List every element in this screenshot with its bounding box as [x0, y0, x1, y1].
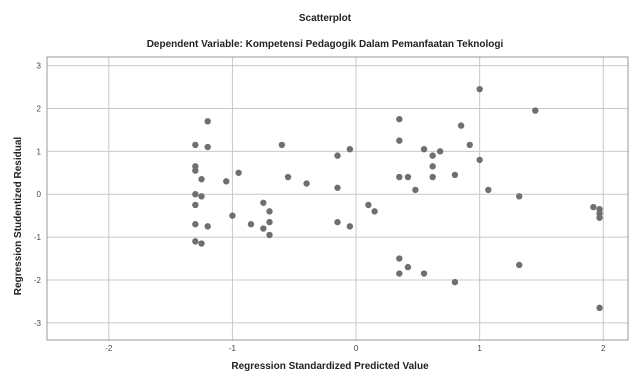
- data-points: [192, 85, 603, 312]
- chart-subtitle: Dependent Variable: Kompetensi Pedagogik…: [147, 39, 504, 50]
- x-tick-label: 0: [354, 344, 359, 353]
- data-point: [266, 208, 273, 215]
- data-point: [396, 115, 403, 123]
- y-tick-label: 1: [37, 147, 42, 156]
- tick-labels: -2 -1 0 1 2 3 2 1 0 -1 -2 -3: [34, 62, 606, 353]
- x-tick-label: -1: [229, 344, 237, 353]
- data-point: [198, 240, 205, 247]
- y-axis-label: Regression Studentized Residual: [13, 137, 24, 296]
- data-point: [457, 122, 465, 129]
- data-point: [412, 186, 419, 194]
- data-point: [596, 304, 603, 312]
- data-point: [334, 218, 341, 226]
- data-point: [198, 193, 205, 200]
- data-point: [303, 180, 310, 187]
- data-point: [260, 199, 267, 206]
- data-point: [278, 141, 286, 149]
- data-point: [396, 173, 403, 181]
- x-tick-label: 2: [601, 344, 606, 353]
- data-point: [266, 231, 273, 239]
- data-point: [223, 178, 230, 185]
- data-point: [429, 152, 436, 159]
- plot-frame: [46, 56, 629, 341]
- x-tick-label: -2: [105, 344, 113, 353]
- data-point: [192, 141, 199, 149]
- data-point: [204, 118, 211, 125]
- data-point: [590, 203, 597, 211]
- data-point: [260, 225, 267, 232]
- data-point: [284, 173, 292, 181]
- y-tick-label: 2: [37, 104, 42, 113]
- data-point: [466, 141, 473, 149]
- data-point: [192, 238, 199, 245]
- data-point: [420, 145, 428, 153]
- data-point: [451, 171, 459, 179]
- data-point: [476, 85, 483, 93]
- data-point: [404, 173, 412, 181]
- y-tick-label: 3: [37, 62, 42, 71]
- data-point: [334, 184, 341, 191]
- data-point: [235, 169, 242, 176]
- data-point: [429, 173, 436, 181]
- data-point: [192, 221, 199, 228]
- data-point: [192, 201, 199, 209]
- data-point: [229, 212, 236, 219]
- data-point: [516, 193, 523, 200]
- y-tick-label: 0: [37, 190, 42, 199]
- data-point: [396, 255, 403, 262]
- data-point: [204, 143, 211, 151]
- data-point: [334, 152, 341, 159]
- data-point: [192, 191, 199, 198]
- data-point: [516, 261, 523, 269]
- data-point: [266, 218, 273, 226]
- data-point: [396, 270, 403, 277]
- data-point: [371, 208, 378, 215]
- data-point: [346, 145, 354, 153]
- data-point: [247, 221, 255, 228]
- data-point: [596, 214, 603, 221]
- data-point: [485, 186, 492, 194]
- chart-title: Scatterplot: [299, 13, 352, 24]
- data-point: [532, 107, 539, 114]
- data-point: [346, 223, 354, 230]
- data-point: [404, 263, 412, 271]
- y-tick-label: -1: [34, 233, 42, 242]
- x-axis-label: Regression Standardized Predicted Value: [231, 361, 429, 372]
- data-point: [451, 278, 459, 286]
- data-point: [429, 163, 436, 170]
- y-tick-label: -2: [34, 276, 42, 285]
- x-tick-label: 1: [477, 344, 482, 353]
- data-point: [436, 148, 444, 155]
- data-point: [198, 176, 205, 183]
- data-point: [420, 270, 428, 277]
- grid-lines: [47, 57, 628, 340]
- data-point: [396, 137, 403, 144]
- data-point: [192, 167, 199, 174]
- data-point: [204, 223, 211, 230]
- data-point: [365, 201, 372, 209]
- y-tick-label: -3: [34, 319, 42, 328]
- data-point: [476, 156, 483, 164]
